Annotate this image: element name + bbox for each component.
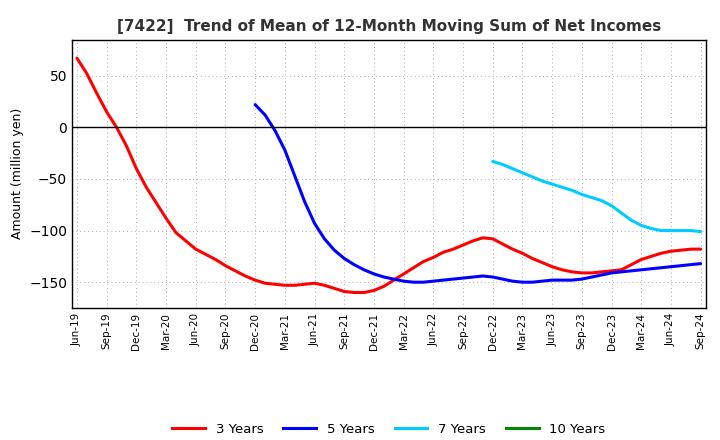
7 Years <box>548 181 557 187</box>
5 Years <box>449 276 457 282</box>
7 Years <box>558 185 567 190</box>
3 Years <box>390 278 398 283</box>
7 Years <box>686 228 695 233</box>
3 Years <box>479 235 487 240</box>
5 Years <box>647 266 655 271</box>
5 Years <box>369 271 378 277</box>
5 Years <box>567 278 576 283</box>
5 Years <box>271 128 279 133</box>
5 Years <box>439 278 448 283</box>
3 Years <box>488 236 497 242</box>
5 Years <box>419 279 428 285</box>
5 Years <box>459 275 467 281</box>
7 Years <box>567 188 576 193</box>
3 Years <box>152 200 161 205</box>
Y-axis label: Amount (million yen): Amount (million yen) <box>11 108 24 239</box>
5 Years <box>498 276 507 282</box>
5 Years <box>400 279 408 284</box>
5 Years <box>251 102 259 107</box>
5 Years <box>360 267 369 272</box>
Title: [7422]  Trend of Mean of 12-Month Moving Sum of Net Incomes: [7422] Trend of Mean of 12-Month Moving … <box>117 19 661 34</box>
5 Years <box>320 236 329 242</box>
3 Years <box>429 255 438 260</box>
5 Years <box>627 268 636 274</box>
Line: 5 Years: 5 Years <box>255 105 701 282</box>
7 Years <box>498 162 507 167</box>
7 Years <box>677 228 685 233</box>
5 Years <box>518 279 527 285</box>
5 Years <box>310 221 319 226</box>
Legend: 3 Years, 5 Years, 7 Years, 10 Years: 3 Years, 5 Years, 7 Years, 10 Years <box>167 418 611 440</box>
3 Years <box>350 290 359 295</box>
7 Years <box>577 192 586 197</box>
5 Years <box>429 279 438 284</box>
7 Years <box>538 178 546 183</box>
7 Years <box>617 210 626 216</box>
5 Years <box>607 270 616 275</box>
3 Years <box>330 286 338 291</box>
Line: 3 Years: 3 Years <box>77 58 701 293</box>
5 Years <box>340 256 348 261</box>
5 Years <box>528 279 536 285</box>
7 Years <box>598 198 606 203</box>
5 Years <box>538 279 546 284</box>
5 Years <box>677 263 685 268</box>
7 Years <box>607 203 616 209</box>
5 Years <box>350 262 359 267</box>
5 Years <box>330 248 338 253</box>
7 Years <box>588 195 596 200</box>
5 Years <box>637 267 646 272</box>
5 Years <box>479 273 487 279</box>
5 Years <box>409 279 418 285</box>
5 Years <box>261 112 269 117</box>
5 Years <box>469 275 477 280</box>
5 Years <box>598 272 606 278</box>
5 Years <box>588 275 596 280</box>
5 Years <box>696 261 705 266</box>
5 Years <box>548 278 557 283</box>
Line: 7 Years: 7 Years <box>492 161 701 231</box>
5 Years <box>686 262 695 267</box>
7 Years <box>627 218 636 223</box>
7 Years <box>647 226 655 231</box>
5 Years <box>558 278 567 283</box>
7 Years <box>518 170 527 176</box>
5 Years <box>617 269 626 275</box>
5 Years <box>300 199 309 204</box>
5 Years <box>390 276 398 282</box>
5 Years <box>657 265 665 270</box>
7 Years <box>657 228 665 233</box>
5 Years <box>488 275 497 280</box>
3 Years <box>73 55 81 61</box>
7 Years <box>637 223 646 228</box>
5 Years <box>290 173 299 179</box>
3 Years <box>696 246 705 252</box>
5 Years <box>281 147 289 153</box>
7 Years <box>696 229 705 234</box>
5 Years <box>508 279 517 284</box>
7 Years <box>508 166 517 171</box>
7 Years <box>667 228 675 233</box>
5 Years <box>577 276 586 282</box>
7 Years <box>528 174 536 180</box>
7 Years <box>488 159 497 164</box>
5 Years <box>379 275 388 280</box>
5 Years <box>667 264 675 269</box>
